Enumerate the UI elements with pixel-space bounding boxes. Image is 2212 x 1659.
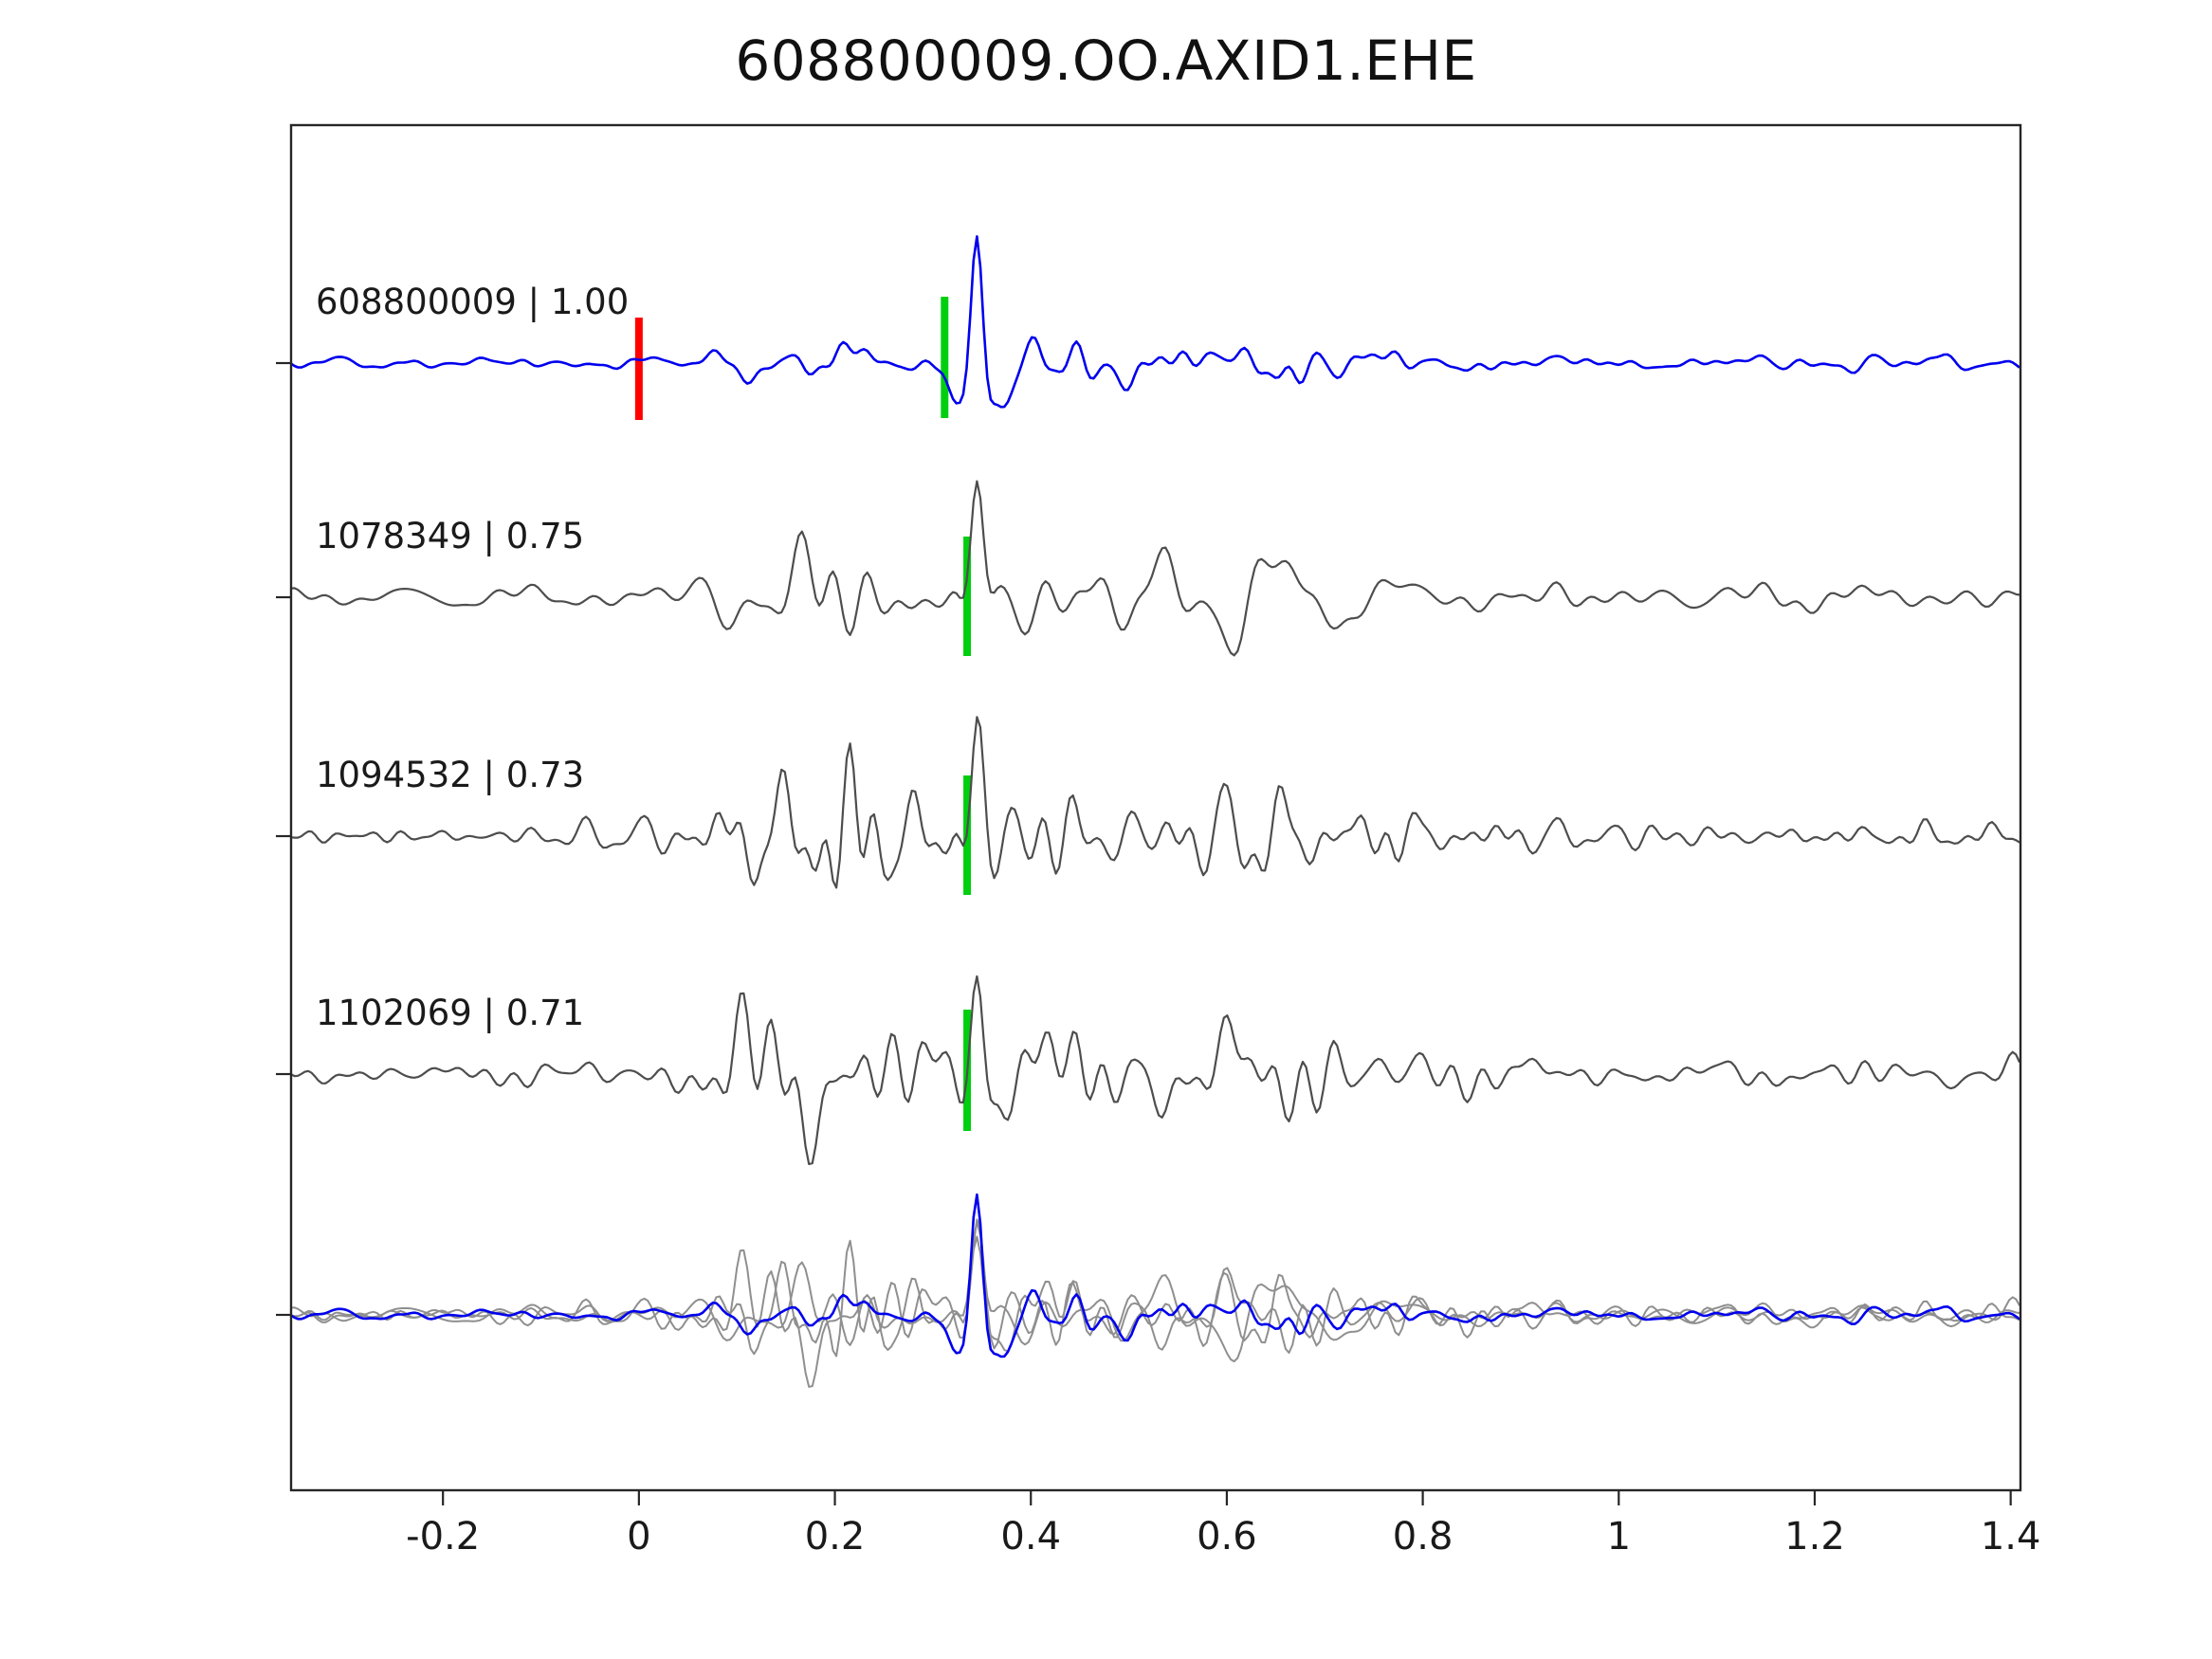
trace-label: 1094532 | 0.73 (316, 755, 584, 795)
waveform-trace (291, 480, 2020, 657)
plot-area (291, 235, 2020, 1388)
x-tick-label: 0.8 (1393, 1515, 1453, 1559)
x-tick-label: 0.6 (1197, 1515, 1257, 1559)
x-tick-label: 0.4 (1000, 1515, 1061, 1559)
x-tick-label: -0.2 (406, 1515, 480, 1559)
overlay-trace (291, 1235, 2020, 1388)
waveform-trace (291, 716, 2020, 889)
x-tick-label: 1.2 (1784, 1515, 1845, 1559)
plot-border (289, 123, 2022, 1492)
overlay-trace (291, 1221, 2020, 1363)
overlay-trace (291, 1193, 2020, 1358)
trace-label: 1078349 | 0.75 (316, 516, 584, 556)
x-tick-label: 0.2 (805, 1515, 866, 1559)
x-tick-label: 1 (1607, 1515, 1631, 1559)
waveform-trace (291, 235, 2020, 409)
trace-label: 1102069 | 0.71 (316, 993, 584, 1033)
x-tick-label: 1.4 (1981, 1515, 2041, 1559)
trace-label: 608800009 | 1.00 (316, 282, 629, 322)
overlay-trace (291, 1218, 2020, 1358)
waveform-trace (291, 975, 2020, 1165)
chart-title: 608800009.OO.AXID1.EHE (735, 28, 1477, 93)
x-tick-label: 0 (627, 1515, 650, 1559)
